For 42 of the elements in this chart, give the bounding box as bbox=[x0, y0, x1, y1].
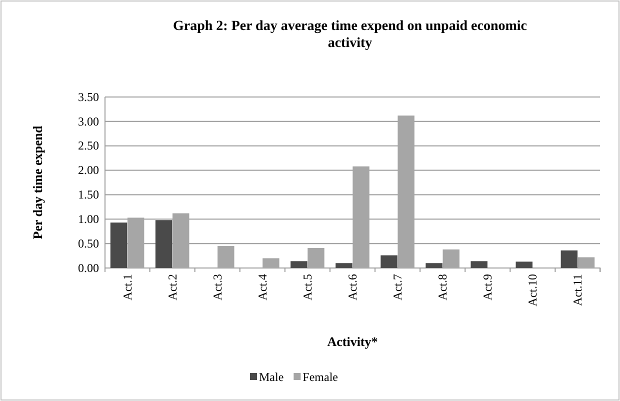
y-tick-label: 3.50 bbox=[78, 90, 99, 104]
x-tick-label: Act.3 bbox=[210, 274, 224, 300]
bar bbox=[426, 263, 442, 268]
x-tick-label: Act.2 bbox=[165, 274, 180, 300]
legend-label: Male bbox=[259, 370, 284, 384]
chart-title: Graph 2: Per day average time expend on unpaid economic activity bbox=[172, 19, 528, 51]
y-tick-label: 1.50 bbox=[78, 188, 99, 202]
bar bbox=[380, 255, 398, 268]
bar bbox=[352, 166, 370, 268]
bar bbox=[155, 220, 172, 268]
y-axis-title: Per day time expend bbox=[30, 124, 45, 240]
bar bbox=[218, 246, 234, 268]
bar bbox=[578, 257, 595, 268]
x-axis-title: Activity* bbox=[327, 334, 378, 349]
y-tick-label: 3.00 bbox=[78, 114, 99, 128]
y-tick-label: 0.00 bbox=[78, 260, 99, 275]
x-tick-label: Act.6 bbox=[346, 274, 360, 300]
x-tick-label: Act.9 bbox=[480, 274, 495, 300]
bar bbox=[398, 116, 414, 268]
x-tick-label: Act.7 bbox=[390, 274, 405, 300]
x-tick-label: Act.8 bbox=[436, 274, 450, 300]
x-tick-label: Act.4 bbox=[255, 274, 270, 300]
x-tick-label: Act.5 bbox=[300, 274, 314, 300]
bar bbox=[172, 213, 190, 268]
x-tick-label: Act.10 bbox=[526, 274, 540, 306]
bar bbox=[470, 261, 488, 268]
bar bbox=[516, 262, 532, 268]
bar bbox=[262, 258, 280, 268]
y-tick-label: 0.50 bbox=[78, 236, 99, 250]
legend-label: Female bbox=[302, 370, 338, 384]
bar bbox=[290, 261, 308, 268]
bar bbox=[127, 218, 144, 268]
x-tick-label: Act.11 bbox=[570, 274, 585, 306]
bar bbox=[560, 250, 578, 268]
bar bbox=[336, 263, 352, 268]
bar bbox=[308, 248, 324, 268]
bar bbox=[442, 249, 460, 268]
x-tick-label: Act.1 bbox=[120, 274, 134, 300]
y-tick-label: 1.00 bbox=[78, 212, 99, 226]
y-tick-label: 2.00 bbox=[78, 163, 99, 178]
bar bbox=[110, 222, 128, 268]
y-tick-label: 2.50 bbox=[78, 138, 99, 153]
